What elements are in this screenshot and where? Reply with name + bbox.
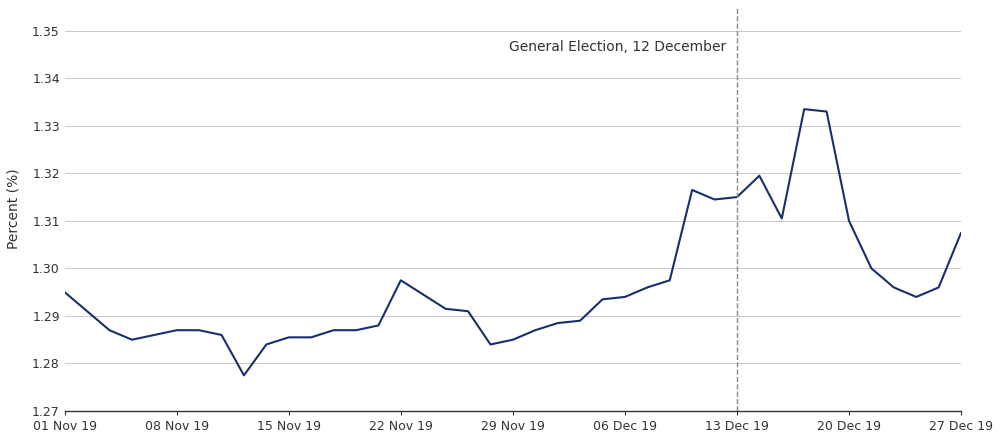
Y-axis label: Percent (%): Percent (%) [7,169,21,249]
Text: General Election, 12 December: General Election, 12 December [509,40,726,54]
